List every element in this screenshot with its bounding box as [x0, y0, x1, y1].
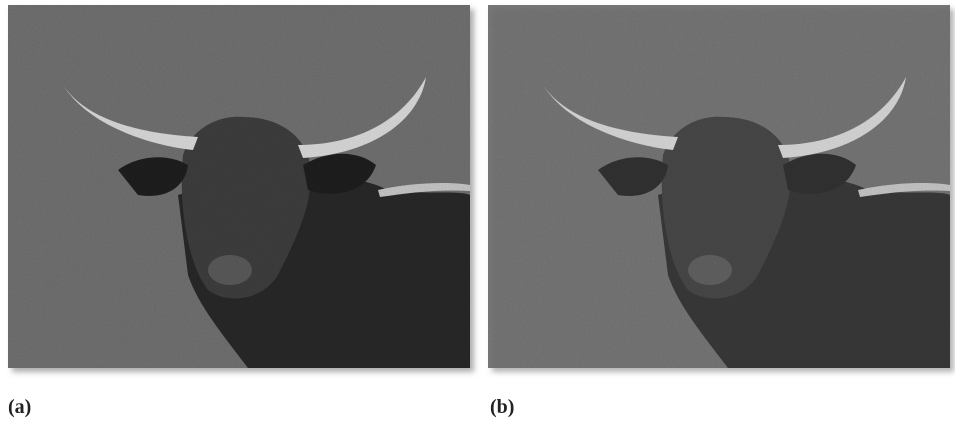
figure: [0, 0, 955, 392]
panel-a-image: [8, 5, 470, 368]
page: {"figure": {"panels": [{"label": "(a)"},…: [0, 0, 955, 425]
panel-label: (b): [490, 396, 514, 419]
panel-label: (a): [8, 396, 31, 419]
panel-b-image: [488, 5, 950, 368]
